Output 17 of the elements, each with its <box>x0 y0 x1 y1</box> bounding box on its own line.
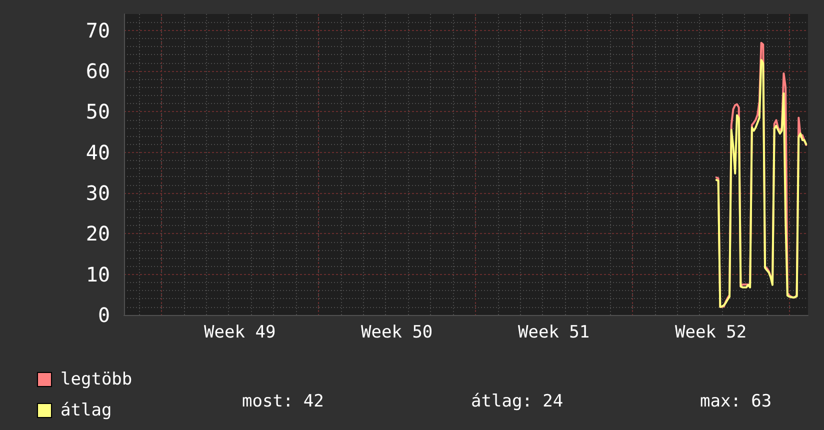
y-tick-label: 10 <box>86 262 110 286</box>
text: max: 63 <box>700 392 772 412</box>
x-tick-label: Week 50 <box>361 322 433 342</box>
y-tick-label: 30 <box>86 180 110 205</box>
y-tick-label: 20 <box>86 222 110 246</box>
text: most: 42 <box>242 392 324 412</box>
text: átlag: 24 <box>471 392 564 412</box>
y-tick-label: 50 <box>86 100 110 124</box>
y-tick-label: 0 <box>98 303 110 327</box>
x-tick-label: Week 52 <box>674 322 747 342</box>
y-tick-label: 40 <box>86 140 110 164</box>
y-tick-label: 60 <box>86 58 110 83</box>
legend-label: átlag <box>60 400 112 420</box>
legend-label: legtöbb <box>60 370 132 390</box>
x-tick-label: Week 49 <box>204 322 276 342</box>
x-tick-label: Week 51 <box>518 322 590 342</box>
y-tick-label: 70 <box>86 18 110 42</box>
